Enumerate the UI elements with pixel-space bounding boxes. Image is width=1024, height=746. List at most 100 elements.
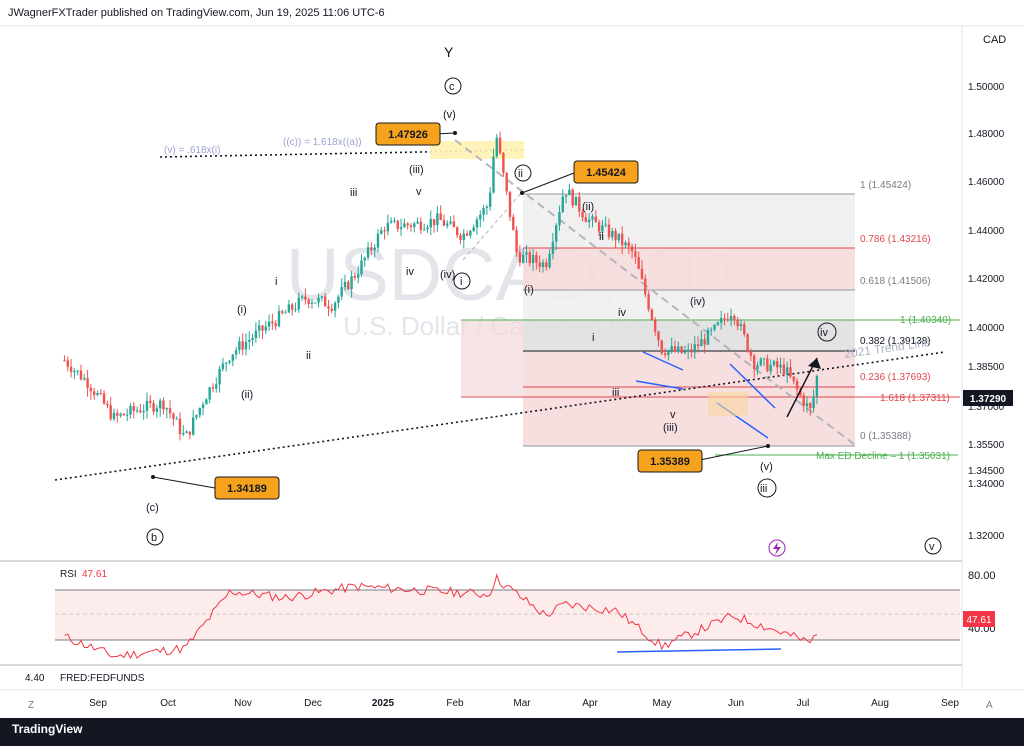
candle-body [469,230,472,236]
candle-body [512,216,515,231]
rsi-value: 47.61 [82,569,107,580]
tradingview-logo[interactable]: TradingView [12,722,82,736]
candle-body [683,351,687,353]
candle-body [188,431,192,435]
candle-body [83,378,86,380]
candle-body [343,281,347,287]
price-tick-label: 1.50000 [968,82,1005,93]
price-axis[interactable]: 1.50000 1.48000 1.46000 1.44000 1.42000 1.400… [968,82,1005,542]
candle-body [647,294,650,310]
candle-body [327,306,330,309]
candle-body [119,413,122,416]
candle-body [637,256,640,269]
candle-body [393,220,396,222]
candle-body [743,324,746,335]
candle-body [607,224,611,238]
zoom-right[interactable]: A [986,700,993,711]
wave-label: b [151,532,157,544]
candle-body [172,413,175,419]
ed-line-top [729,363,776,409]
candle-body [284,312,287,314]
forecast-arrow-line [786,357,818,418]
candle-body [158,400,162,409]
candle-body [479,214,482,220]
candle-body [376,233,380,248]
price-callout-text: 1.47926 [388,129,428,141]
footer-bar [0,718,1024,746]
candle-body [667,350,670,356]
candle-body [92,391,96,395]
candle-body [446,223,449,226]
wave-label: ii [518,168,523,180]
candle-body [571,189,574,206]
candle-body [809,403,812,409]
candle-body [267,321,271,327]
time-tick-label: May [653,698,672,709]
callout-dot [520,191,524,195]
candle-body [106,403,109,406]
candle-body [241,341,244,350]
candle-body [422,229,426,231]
lightning-icon[interactable] [768,539,786,557]
candle-body [403,223,406,228]
candle-body [436,213,439,226]
time-axis[interactable]: Sep Oct Nov Dec 2025 Feb Mar Apr May Jun Jul Aug Sep [89,698,959,709]
candle-body [274,323,277,327]
candle-body [86,378,89,389]
wave-label: ii [306,350,311,362]
candle-body [330,308,333,311]
candle-body [482,208,485,215]
wave-label: Y [444,44,454,60]
price-callout-low: 1.34189 [214,476,280,500]
candle-body [805,403,809,407]
candle-body [208,387,211,400]
price-tick-label: 1.48000 [968,129,1005,140]
candle-body [762,358,766,360]
candle-body [363,257,366,261]
fib-zone-red [523,248,855,290]
candle-body [525,252,528,255]
candle-body [155,408,159,412]
callout-line [521,172,575,194]
candle-body [548,253,551,268]
candle-body [766,358,769,372]
candle-body [389,221,393,223]
candle-body [168,408,172,414]
candle-body [776,361,779,368]
fib-label: 1 (1.45424) [860,180,911,191]
candle-body [317,297,320,303]
fib-zone-pink [523,351,855,387]
candle-body [578,196,581,212]
wave-label: v [416,186,422,198]
candle-body [221,363,225,369]
candle-body [277,311,281,327]
fib-zone-left [461,320,523,396]
projection-c-label: ((c)) = 1.618x((a)) [283,137,362,148]
candle-body [182,432,185,435]
candle-body [294,309,297,311]
price-tick-label: 1.34500 [968,466,1005,477]
candle-body [779,364,782,368]
price-tick-label: 1.46000 [968,177,1005,188]
candle-body [611,230,614,238]
candle-body [323,296,327,307]
time-tick-label: Sep [89,698,107,709]
forecast-arrow-head [808,358,821,369]
wave-label: iii [612,387,619,399]
candle-body [545,262,548,268]
price-tick-label: 1.44000 [968,226,1005,237]
candle-body [139,410,142,413]
candle-body [366,247,370,258]
candle-body [287,304,291,313]
candle-body [739,324,743,327]
zoom-left[interactable]: Z [28,700,34,711]
candle-body [396,220,399,229]
candle-body [413,223,416,228]
candle-body [485,206,489,209]
rsi-badge-text: 47.61 [966,615,991,626]
candle-body [76,370,79,372]
candle-body [399,227,403,229]
candle-body [591,216,594,220]
candle-body [135,410,139,412]
